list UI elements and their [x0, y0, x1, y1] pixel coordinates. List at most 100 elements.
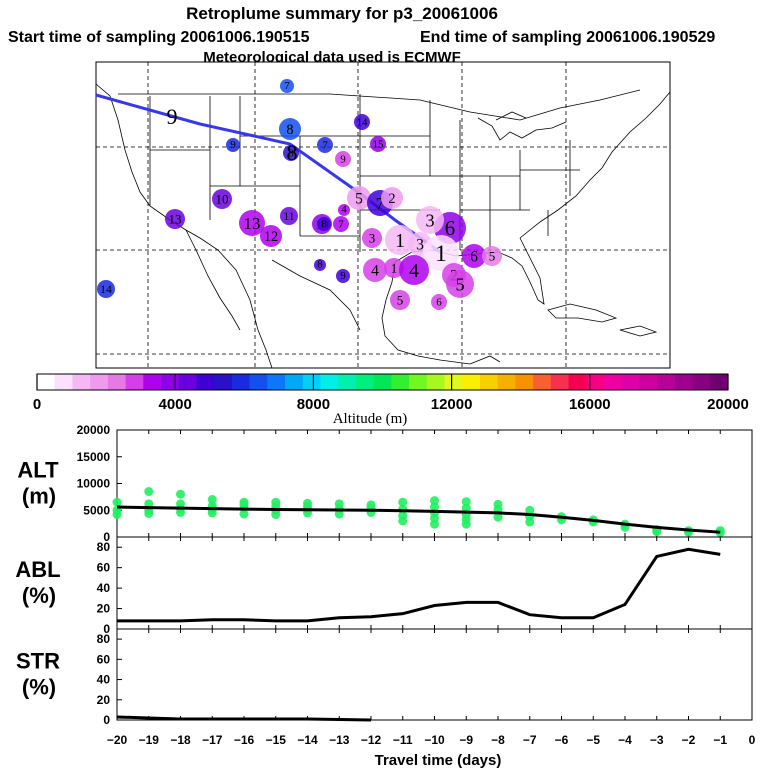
cluster-day-label: 1	[435, 241, 447, 267]
cluster-day-label: 1	[395, 231, 405, 252]
x-tick-label: −17	[202, 733, 223, 747]
colorbar-cell	[302, 374, 321, 390]
cluster-day-label: 9	[340, 270, 346, 282]
cluster-day-label: 10	[216, 192, 229, 207]
series-line-mean-altitude	[116, 505, 721, 534]
cluster-marker: 7	[333, 216, 349, 232]
panel-frame	[116, 536, 753, 630]
map-outlines	[95, 83, 671, 369]
cluster-day-label: 13	[244, 214, 261, 233]
particle-point	[144, 508, 154, 518]
cluster-day-label: 4	[409, 261, 419, 282]
colorbar-cell	[550, 374, 570, 390]
cluster-day-label: 6	[436, 297, 442, 309]
cluster-circle	[317, 137, 333, 153]
colorbar-cell	[107, 374, 127, 390]
cluster-marker: 6	[431, 294, 447, 310]
cluster-marker: 4	[399, 255, 429, 285]
colorbar-tick-label: 12000	[431, 396, 473, 413]
particle-point	[144, 487, 154, 497]
y-tick-label: 5000	[83, 503, 110, 517]
trajectory-clusters: 7898714159573210111312131087416331414265…	[97, 79, 502, 310]
colorbar-cell	[143, 374, 162, 390]
x-tick-label: −16	[234, 733, 255, 747]
cluster-day-label: 5	[455, 274, 464, 294]
particle-point	[271, 510, 281, 520]
cluster-marker: 5	[446, 270, 474, 298]
x-tick-label: −9	[459, 733, 473, 747]
cluster-marker: 12	[260, 225, 282, 247]
cluster-day-label: 4	[371, 262, 379, 279]
x-tick-label: −14	[297, 733, 318, 747]
colorbar-cell	[657, 374, 676, 390]
colorbar-cell	[621, 374, 640, 390]
cluster-day-label: 13	[169, 212, 182, 227]
cluster-marker: 13	[165, 209, 185, 229]
y-tick-label: 0	[103, 530, 110, 544]
cluster-marker: 8	[317, 217, 331, 231]
cluster-marker: 9	[226, 138, 240, 152]
cluster-day-label: 14	[100, 283, 112, 296]
cluster-marker: 7	[280, 79, 294, 93]
cluster-circle	[239, 210, 265, 236]
particle-point	[461, 497, 471, 507]
cluster-marker: 13	[239, 210, 265, 236]
cluster-day-label: 8	[321, 218, 327, 230]
cluster-day-label: 8	[286, 122, 293, 138]
particle-point	[112, 510, 122, 520]
cluster-marker: 14	[97, 280, 115, 298]
particle-point	[430, 496, 439, 506]
cluster-day-label: 4	[341, 204, 347, 216]
cluster-circle	[314, 259, 326, 271]
cluster-marker: 11	[280, 207, 298, 225]
cluster-marker: 8	[283, 145, 299, 161]
cluster-day-label: 7	[376, 194, 384, 213]
particle-point	[239, 509, 249, 519]
colorbar-tick-label: 8000	[297, 396, 330, 413]
x-tick-label: −3	[650, 733, 664, 747]
end-time-label: End time of sampling 20061006.190529	[420, 29, 715, 46]
x-tick-label: −11	[393, 733, 413, 747]
colorbar-tick-label: 20000	[707, 396, 749, 413]
colorbar-tick-label: 4000	[159, 396, 192, 413]
colorbar-cell	[710, 374, 729, 390]
y-tick-label: 15000	[77, 450, 111, 464]
colorbar-cell	[603, 374, 623, 390]
cluster-marker: 5	[390, 290, 410, 310]
cluster-marker: 4	[363, 258, 387, 282]
colorbar-cell	[125, 374, 144, 390]
panel-str: 0 20 40 60 80 STR(%)	[16, 628, 753, 727]
cluster-marker: 2	[381, 187, 403, 209]
colorbar-cell	[409, 374, 428, 390]
panel-frame	[116, 628, 753, 721]
x-tick-label: −1	[713, 733, 727, 747]
panel-ylabel: ALT	[17, 458, 59, 483]
y-tick-label: 10000	[77, 477, 111, 491]
cluster-day-label: 11	[283, 210, 294, 223]
cluster-marker: 7	[317, 137, 333, 153]
cluster-circle	[399, 255, 429, 285]
y-tick-label: 20	[97, 602, 111, 616]
particle-point	[461, 519, 471, 529]
cluster-day-label: 1	[391, 261, 398, 276]
particle-point	[525, 505, 535, 515]
colorbar-cell	[285, 374, 304, 390]
cluster-day-label: 15	[373, 139, 385, 151]
cluster-circle	[280, 79, 294, 93]
particle-point	[334, 509, 344, 519]
panel-ylabel: (%)	[22, 583, 56, 608]
series-line-abl	[117, 547, 721, 623]
cluster-circle	[317, 217, 331, 231]
panel-abl: 0 20 40 60 80 ABL(%)	[15, 536, 753, 636]
trajectory-day-label: 8	[287, 140, 298, 165]
colorbar-cell	[249, 374, 268, 390]
colorbar-cell	[568, 374, 587, 390]
x-axis-ticks: −20 −19 −18 −17 −16 −15 −14 −13 −12 −11 −10 −9 −8 −7−…	[107, 733, 756, 747]
x-tick-label: −6	[555, 733, 569, 747]
cluster-circle	[354, 114, 370, 130]
colorbar-cell	[90, 374, 109, 390]
cluster-day-label: 14	[357, 117, 369, 129]
cluster-circle	[226, 138, 240, 152]
particle-point	[430, 519, 439, 529]
